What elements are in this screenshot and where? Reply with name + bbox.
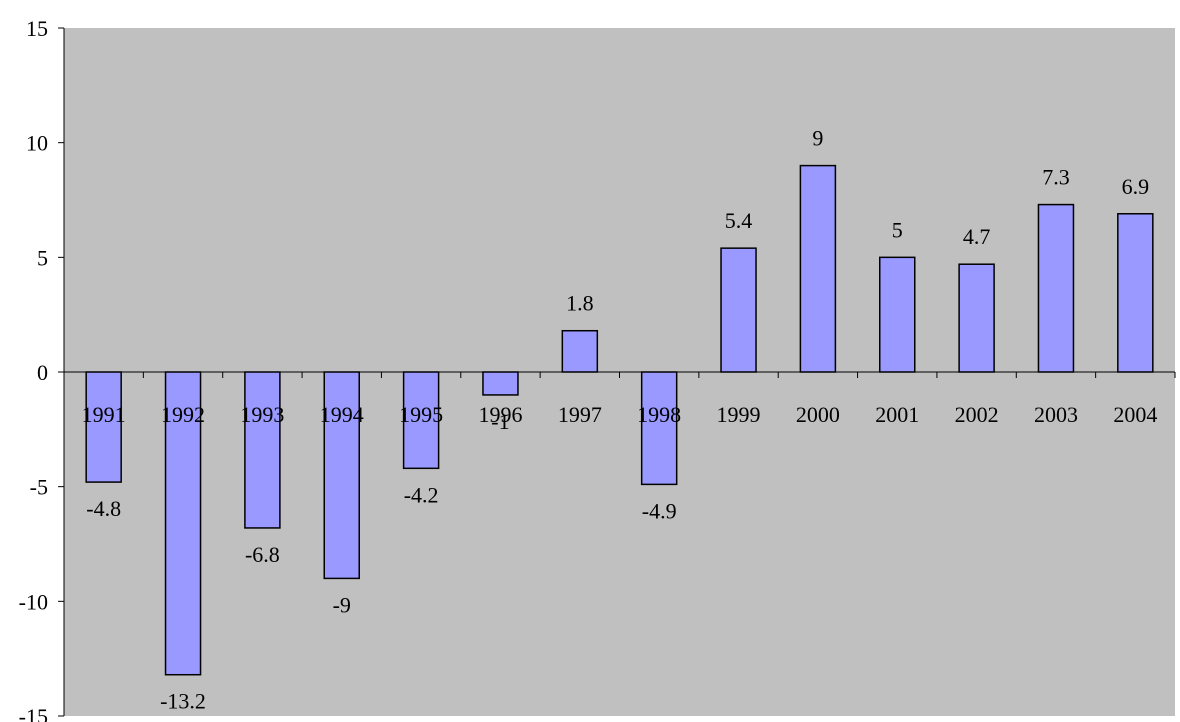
x-tick-label: 1991 (82, 402, 126, 427)
bar-1996 (482, 371, 519, 396)
x-tick-label: 2000 (796, 402, 840, 427)
data-label: -4.8 (86, 496, 121, 521)
x-tick-label: 2004 (1113, 402, 1157, 427)
x-tick-label: 2001 (875, 402, 919, 427)
x-tick-label: 1993 (240, 402, 284, 427)
y-tick-label: 15 (26, 16, 48, 41)
y-axis: 15 10 5 0 -5 -10 -15 (19, 16, 65, 722)
x-tick-label: 1997 (558, 402, 602, 427)
x-tick-label: 1995 (399, 402, 443, 427)
data-label: -4.9 (642, 498, 677, 523)
bar-1994 (323, 371, 360, 580)
data-label: -13.2 (160, 689, 206, 714)
y-tick-label: 5 (37, 245, 48, 270)
bar-1993 (244, 371, 281, 529)
data-label: 9 (812, 126, 823, 151)
bar-1991 (85, 371, 122, 483)
data-label: -4.2 (404, 482, 439, 507)
bar-2004 (1117, 213, 1154, 373)
bar-1997 (561, 329, 599, 373)
x-tick-label: 1996 (478, 402, 522, 427)
y-tick-label: -5 (30, 475, 48, 500)
bars (85, 164, 1154, 676)
bar-2001 (879, 256, 916, 373)
bar-1995 (402, 371, 440, 470)
y-tick-label: 0 (37, 360, 48, 385)
data-label: 5 (892, 217, 903, 242)
data-labels: -4.8 -13.2 -6.8 -9 -4.2 -1 1.8 -4.9 5.4 9 5 4.7 7.3 6… (86, 126, 1149, 714)
bar-1992 (164, 371, 202, 676)
bar-2002 (958, 263, 995, 373)
x-tick-label: 1999 (717, 402, 761, 427)
x-tick-label: 2002 (955, 402, 999, 427)
data-label: -6.8 (245, 542, 280, 567)
bar-2000 (799, 164, 837, 373)
x-tick-label: 1998 (637, 402, 681, 427)
data-label: 7.3 (1042, 165, 1070, 190)
bar-2003 (1037, 203, 1075, 373)
data-label: 4.7 (963, 224, 991, 249)
bar-1998 (640, 371, 678, 486)
data-label: -1 (491, 409, 509, 434)
x-tick-labels: 1991 1992 1993 1994 1995 1996 1997 1998 1999 2000… (82, 402, 1158, 427)
y-tick-label: -10 (19, 589, 48, 614)
bar-1999 (720, 247, 757, 373)
data-label: 5.4 (725, 208, 753, 233)
x-tick-label: 1994 (320, 402, 364, 427)
data-label: 1.8 (566, 291, 594, 316)
y-tick-label: 10 (26, 131, 48, 156)
data-label: 6.9 (1122, 174, 1150, 199)
x-axis (63, 371, 1176, 378)
x-tick-label: 2003 (1034, 402, 1078, 427)
y-tick-label: -15 (19, 704, 48, 722)
x-tick-label: 1992 (161, 402, 205, 427)
data-label: -9 (333, 592, 351, 617)
